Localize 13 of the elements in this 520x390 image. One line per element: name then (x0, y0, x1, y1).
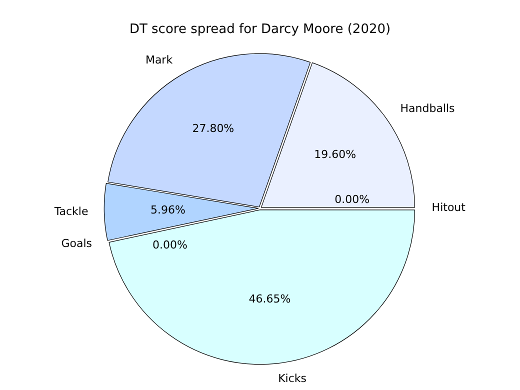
category-label: Goals (61, 237, 92, 250)
data-label: 46.65% (248, 292, 291, 306)
category-label: Hitout (432, 201, 466, 214)
slice-label: Tackle (53, 205, 88, 218)
data-label: 5.96% (150, 203, 186, 216)
chart-title: DT score spread for Darcy Moore (2020) (129, 22, 391, 38)
slice-label: Kicks (278, 372, 307, 386)
data-label: 27.80% (192, 122, 234, 135)
slice-label: Mark (145, 53, 174, 66)
text: 0.00% (334, 193, 370, 206)
text: 0.00% (152, 238, 188, 252)
slice-label: Handballs (400, 102, 456, 115)
data-label: 19.60% (314, 148, 356, 162)
